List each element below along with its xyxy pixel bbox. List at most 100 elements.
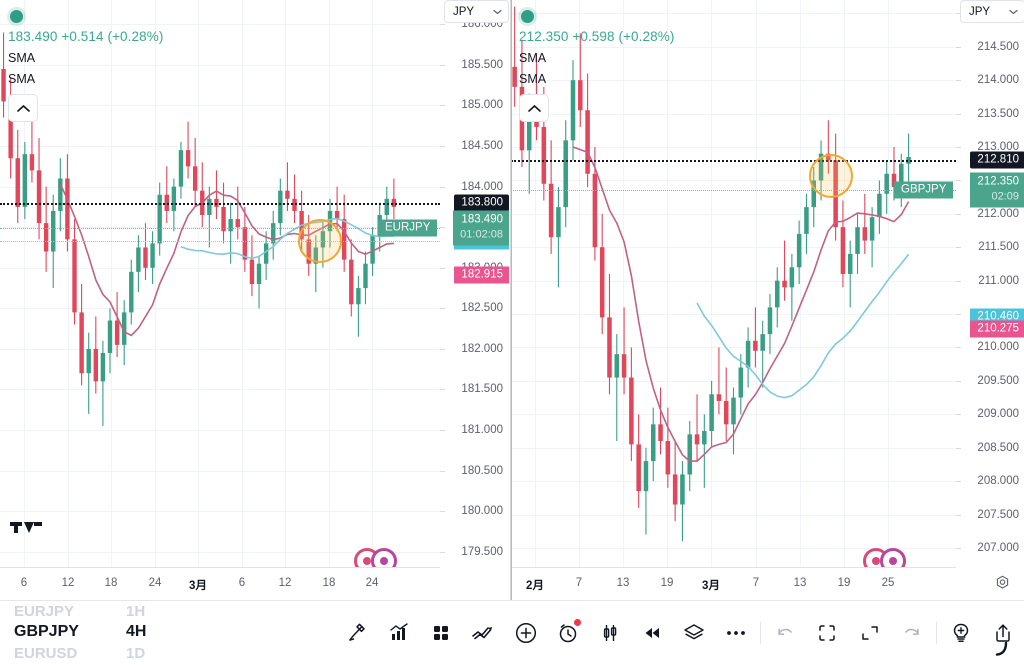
time-tick: 6 <box>238 577 246 589</box>
patterns-icon[interactable] <box>462 601 504 665</box>
price-axis-right[interactable]: JPY 215.000214.500214.000213.500213.0002… <box>956 0 1024 568</box>
highlight-circle-annotation[interactable] <box>809 154 853 198</box>
time-axis-right[interactable]: 2月 7 13 19 3月 7 13 19 25 <box>511 567 1024 600</box>
price-level-line[interactable] <box>511 190 956 192</box>
time-tick: 6 <box>20 577 28 589</box>
grid-line <box>511 13 956 15</box>
quote-price-value: 183.490 <box>461 213 503 226</box>
indicator-label-sma-1[interactable]: SMA <box>8 51 36 65</box>
price-tick-mark <box>956 213 961 215</box>
price-tick-mark <box>956 13 961 15</box>
sma-pink-price-badge[interactable]: 182.915 <box>454 266 509 284</box>
grid-line <box>623 0 624 568</box>
price-tick: 214.000 <box>977 74 1019 87</box>
grid-line <box>0 146 440 148</box>
picker-symbol-below: EURUSD <box>14 645 78 662</box>
chart-pane-gbpjpy[interactable]: GBPJPY 212.350 +0.598 (+0.28%) SMA SMA J… <box>510 0 1024 600</box>
currency-selector-right[interactable]: JPY <box>960 0 1024 23</box>
time-tick: 7 <box>575 577 583 589</box>
quote-price-badge[interactable]: 183.490 01:02:08 <box>453 210 509 246</box>
quote-price-badge[interactable]: 212.350 02:09 <box>970 172 1024 208</box>
quote-line: 212.350 +0.598 (+0.28%) <box>519 29 675 44</box>
grid-line <box>511 314 956 316</box>
marker-circle[interactable] <box>880 548 906 568</box>
price-tick-mark <box>440 389 445 391</box>
price-tick-mark <box>956 180 961 182</box>
price-level-line[interactable] <box>0 202 440 205</box>
picker-symbol-selected: GBPJPY <box>14 623 79 640</box>
price-tick-mark <box>956 447 961 449</box>
symbol-interval-picker[interactable]: EURJPY 1H GBPJPY 4H EURUSD 1D <box>0 601 330 665</box>
quote-line: 183.490 +0.514 (+0.28%) <box>8 29 164 44</box>
price-tick-mark <box>956 314 961 316</box>
price-tick-mark <box>956 147 961 148</box>
toolbar-divider <box>935 622 937 644</box>
candles-icon[interactable] <box>589 601 631 665</box>
grid-line <box>511 147 956 148</box>
highlight-circle-annotation[interactable] <box>298 219 342 263</box>
grid-line <box>511 280 956 282</box>
picker-row-above[interactable]: EURJPY 1H <box>14 603 145 620</box>
price-tick: 211.500 <box>978 241 1019 254</box>
alerts-clock-icon[interactable] <box>547 601 589 665</box>
time-tick: 19 <box>837 577 851 589</box>
chart-settings-icon[interactable] <box>994 575 1011 597</box>
grid-line <box>535 0 536 568</box>
price-level-line[interactable] <box>0 241 440 243</box>
toolbar-divider <box>760 622 762 644</box>
redo-icon[interactable] <box>891 601 933 665</box>
time-axis-left[interactable]: 6 12 18 24 3月 6 12 18 24 <box>0 567 509 600</box>
picker-row-selected[interactable]: GBPJPY 4H <box>14 623 146 641</box>
price-tick-mark <box>440 227 445 229</box>
indicator-label-sma-2[interactable]: SMA <box>519 72 547 86</box>
price-tick-mark <box>956 247 961 249</box>
currency-selector-left[interactable]: JPY <box>444 0 509 23</box>
share-icon[interactable] <box>982 601 1024 665</box>
grid-line <box>0 470 440 472</box>
add-icon[interactable] <box>505 601 547 665</box>
price-tick-mark <box>440 267 445 269</box>
price-level-line[interactable] <box>0 228 440 229</box>
collapse-legend-button[interactable] <box>519 94 549 122</box>
last-price-badge[interactable]: 212.810 <box>970 151 1024 169</box>
time-tick: 2月 <box>526 580 544 592</box>
currency-selector-label: JPY <box>969 5 991 18</box>
tradingview-logo[interactable] <box>10 518 42 542</box>
grid-line <box>0 551 440 553</box>
indicator-label-sma-1[interactable]: SMA <box>519 51 547 65</box>
price-tick-mark <box>956 547 961 549</box>
price-tick-mark <box>440 551 445 553</box>
symbol-tag[interactable]: EURJPY <box>378 219 438 237</box>
price-plot-left[interactable]: EURJPY <box>0 0 440 568</box>
idea-bulb-icon[interactable] <box>940 601 982 665</box>
last-price-badge[interactable]: 183.800 <box>454 194 509 212</box>
drawing-pen-icon[interactable] <box>336 601 378 665</box>
time-tick: 18 <box>322 577 336 589</box>
time-tick: 3月 <box>702 580 720 592</box>
time-tick: 24 <box>148 577 162 589</box>
rewind-icon[interactable] <box>631 601 673 665</box>
marker-circle[interactable] <box>371 548 397 568</box>
price-tick-mark <box>440 24 445 26</box>
grid-line <box>511 213 956 215</box>
price-tick-mark <box>440 308 445 310</box>
fullscreen-icon[interactable] <box>848 601 890 665</box>
grid-line <box>711 0 712 568</box>
sma-pink-price-badge[interactable]: 210.275 <box>970 320 1024 338</box>
symbol-tag[interactable]: GBPJPY <box>894 181 954 199</box>
indicators-icon[interactable] <box>378 601 420 665</box>
indicator-label-sma-2[interactable]: SMA <box>8 72 36 86</box>
crop-icon[interactable] <box>806 601 848 665</box>
more-icon[interactable] <box>715 601 757 665</box>
undo-icon[interactable] <box>764 601 806 665</box>
templates-grid-icon[interactable] <box>420 601 462 665</box>
sma-line <box>59 183 394 337</box>
chart-pane-eurjpy[interactable]: EURJPY 183.490 +0.514 (+0.28%) SMA SMA J… <box>0 0 509 600</box>
price-axis-left[interactable]: JPY 186.000 185.500 185.000 184.500 184.000 1… <box>440 0 509 568</box>
price-tick-mark <box>956 46 961 48</box>
collapse-legend-button[interactable] <box>8 94 38 122</box>
layers-icon[interactable] <box>673 601 715 665</box>
chevron-down-icon <box>1009 9 1018 14</box>
price-level-line[interactable] <box>511 159 956 162</box>
picker-row-below[interactable]: EURUSD 1D <box>14 645 145 662</box>
